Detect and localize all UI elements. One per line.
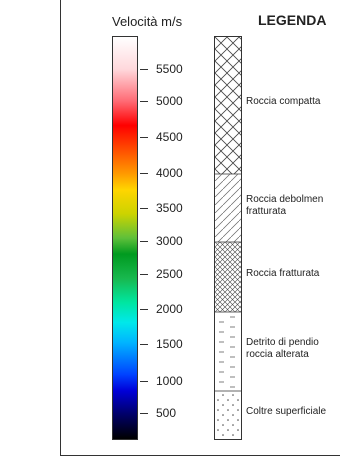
tick-label: 1500	[156, 337, 183, 351]
tick-mark	[140, 381, 148, 382]
tick-mark	[140, 69, 148, 70]
layer-label-coltre-superficiale: Coltre superficiale	[246, 406, 327, 417]
layer-roccia-compatta	[215, 37, 241, 174]
tick-label: 5000	[156, 94, 183, 108]
layer-label-roccia-debolmente-fratturata: Roccia debolmen fratturata	[246, 194, 324, 217]
tick-label: 2500	[156, 267, 183, 281]
tick-label: 3500	[156, 201, 183, 215]
tick-mark	[140, 413, 148, 414]
layer-roccia-debolmente-fratturata	[215, 174, 241, 242]
layer-label-detrito-di-pendio: Detrito di pendio roccia alterata	[246, 337, 319, 360]
tick-mark	[140, 208, 148, 209]
tick-label: 3000	[156, 234, 183, 248]
tick-mark	[140, 274, 148, 275]
tick-mark	[140, 137, 148, 138]
layer-label-roccia-fratturata: Roccia fratturata	[246, 268, 320, 279]
layer-roccia-fratturata	[215, 242, 241, 312]
tick-label: 2000	[156, 302, 183, 316]
velocity-colorbar	[112, 36, 138, 440]
colorbar-title: Velocità m/s	[112, 14, 183, 29]
tick-mark	[140, 309, 148, 310]
tick-label: 4500	[156, 130, 183, 144]
lithology-column	[214, 36, 242, 440]
legend-title: LEGENDA	[258, 12, 327, 28]
tick-mark	[140, 101, 148, 102]
layer-detrito-di-pendio	[215, 312, 241, 391]
figure-frame	[60, 0, 340, 456]
tick-label: 1000	[156, 374, 183, 388]
tick-label: 500	[156, 406, 177, 420]
tick-label: 5500	[156, 62, 183, 76]
tick-label: 4000	[156, 166, 183, 180]
layer-coltre-superficiale	[215, 391, 241, 439]
tick-mark	[140, 241, 148, 242]
tick-mark	[140, 173, 148, 174]
layer-label-roccia-compatta: Roccia compatta	[246, 96, 321, 107]
tick-mark	[140, 344, 148, 345]
